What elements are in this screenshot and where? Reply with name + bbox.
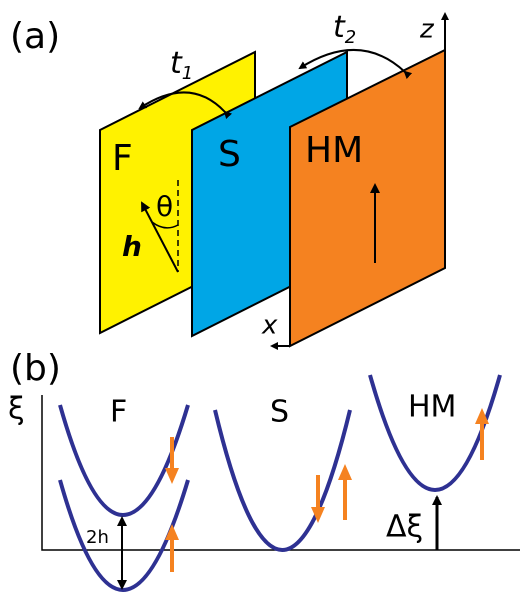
angle-label: θ	[156, 190, 173, 223]
splitting-label: 2h	[86, 527, 109, 548]
band-label: S	[270, 395, 289, 430]
hopping-label: t2	[333, 10, 356, 49]
band-label: F	[110, 395, 127, 430]
layer-label: S	[218, 134, 241, 175]
layer-label: HM	[305, 130, 363, 171]
band	[215, 410, 350, 550]
hopping-subscript: 1	[182, 63, 193, 84]
hopping-subscript: 2	[345, 27, 356, 48]
axis-label: z	[419, 15, 435, 45]
offset-label: Δξ	[386, 510, 423, 545]
hopping-label: t1	[170, 46, 193, 85]
panel-label: (a)	[10, 16, 60, 57]
band	[60, 480, 188, 590]
panel-label: (b)	[10, 348, 61, 389]
field-label: h	[122, 230, 142, 263]
energy-axis-label: ξ	[8, 392, 25, 427]
band-label: HM	[408, 390, 456, 425]
diagram: (a) t1 t2 z x F S HM θ h (b) ξ F S HM 2h…	[0, 0, 525, 595]
axis-label: x	[261, 311, 278, 341]
layer-label: F	[112, 138, 133, 179]
